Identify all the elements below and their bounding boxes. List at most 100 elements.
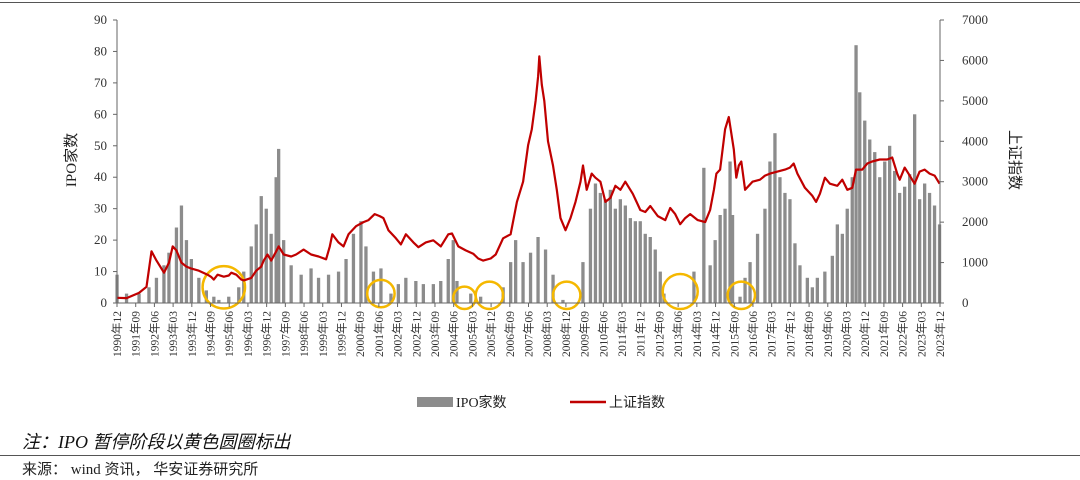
- left-tick-label: 60: [94, 106, 107, 121]
- x-tick-label: 2018年09: [802, 311, 816, 357]
- ipo-bar: [927, 192, 932, 303]
- x-tick-label: 2017年12: [783, 311, 797, 357]
- ipo-bar: [204, 290, 208, 303]
- x-tick-label: 2022年06: [896, 311, 910, 357]
- ipo-bar: [868, 139, 872, 303]
- ipo-bar: [858, 92, 862, 303]
- ipo-bar: [277, 148, 281, 303]
- left-tick-label: 70: [94, 75, 107, 90]
- ipo-bar: [903, 186, 907, 303]
- ipo-bar: [421, 284, 425, 303]
- ipo-bar: [217, 299, 221, 303]
- ipo-bar: [237, 287, 241, 303]
- ipo-bar: [336, 271, 341, 303]
- x-tick-label: 2013年06: [671, 311, 685, 357]
- left-axis-ticks: 0 10 20 30 40 50 60 70 80 90: [94, 12, 117, 310]
- ipo-bar: [184, 240, 189, 303]
- ipo-bar: [174, 227, 179, 303]
- x-tick-label: 2020年03: [840, 311, 854, 357]
- right-axis-title: 上证指数: [1006, 130, 1023, 190]
- chart-source: 来源： wind 资讯， 华安证券研究所: [22, 462, 259, 478]
- ipo-bar: [783, 192, 787, 303]
- ipo-bar: [389, 293, 393, 303]
- legend: IPO家数 上证指数: [417, 394, 665, 411]
- ipo-bar: [299, 274, 303, 303]
- ipo-bar: [628, 218, 632, 303]
- right-tick-label: 4000: [962, 133, 988, 148]
- ipo-bar: [598, 192, 602, 303]
- ipo-bar: [147, 287, 151, 303]
- x-tick-label: 2023年03: [914, 311, 928, 357]
- ipo-bar: [702, 167, 706, 303]
- ipo-bar: [431, 284, 435, 303]
- ipo-bar: [249, 246, 253, 303]
- right-tick-label: 1000: [962, 255, 988, 270]
- ipo-bar: [581, 262, 585, 303]
- x-tick-label: 1995年06: [222, 311, 236, 357]
- ipo-bar: [633, 221, 637, 303]
- source-rule: [0, 455, 1080, 456]
- ipo-bar: [514, 240, 518, 303]
- ipo-bar: [469, 293, 473, 303]
- ipo-bar: [364, 246, 368, 303]
- x-axis-ticks: 1990年12 1991年09 1992年06 1993年03 1993年12 1994年…: [110, 303, 947, 357]
- ipo-bar: [446, 259, 450, 303]
- ipo-bar: [197, 277, 201, 303]
- x-tick-label: 1996年03: [241, 311, 255, 357]
- x-tick-label: 1998年06: [297, 311, 311, 357]
- left-tick-label: 30: [94, 201, 107, 216]
- ipo-bar: [873, 152, 877, 303]
- pause-highlights: [201, 264, 757, 311]
- ipo-bar: [593, 183, 598, 303]
- ipo-bar: [282, 240, 286, 303]
- ipo-bar: [359, 221, 363, 303]
- ipo-bar: [551, 274, 555, 303]
- ipo-bar: [561, 299, 565, 303]
- ipo-bar: [713, 240, 717, 303]
- ipo-bar: [748, 262, 752, 303]
- ipo-bar: [798, 265, 802, 303]
- ipo-bar: [269, 233, 273, 303]
- ipo-bar: [778, 177, 782, 303]
- ipo-bar: [167, 252, 171, 303]
- ipo-bar: [893, 170, 897, 303]
- left-tick-label: 80: [94, 43, 107, 58]
- ipo-bar: [810, 287, 814, 303]
- ipo-bar: [509, 262, 513, 303]
- x-tick-label: 2015年09: [727, 311, 741, 357]
- left-tick-label: 10: [94, 264, 107, 279]
- ipo-bar: [274, 177, 278, 303]
- ipo-bar: [137, 293, 141, 303]
- pause-highlight-circle: [726, 280, 757, 311]
- ipo-bar: [755, 233, 760, 303]
- ipo-bar: [536, 237, 540, 303]
- x-tick-label: 1993年03: [166, 311, 180, 357]
- x-tick-label: 2005年03: [465, 311, 479, 357]
- ipo-bar: [932, 205, 937, 303]
- x-tick-label: 1994年09: [204, 311, 218, 357]
- ipo-bar: [623, 205, 627, 303]
- ipo-bar: [643, 233, 647, 303]
- x-tick-label: 2009年09: [578, 311, 592, 357]
- ipo-bar: [638, 221, 642, 303]
- pause-highlight-circle: [474, 280, 505, 311]
- left-tick-label: 40: [94, 169, 107, 184]
- sse-line: [117, 55, 941, 300]
- ipo-bar: [588, 208, 593, 303]
- left-tick-label: 20: [94, 232, 107, 247]
- ipo-bar: [888, 145, 892, 303]
- ipo-bar: [830, 255, 834, 303]
- ipo-bar: [835, 224, 839, 303]
- ipo-bar: [212, 296, 216, 303]
- ipo-bar: [788, 199, 792, 303]
- ipo-bar: [254, 224, 258, 303]
- ipo-bar: [521, 262, 525, 303]
- ipo-bar: [823, 271, 827, 303]
- ipo-bar: [845, 208, 849, 303]
- x-tick-label: 1997年09: [278, 311, 292, 357]
- left-tick-label: 0: [101, 295, 108, 310]
- x-tick-label: 2002年03: [391, 311, 405, 357]
- ipo-bar: [653, 249, 657, 303]
- ipo-bar: [658, 271, 662, 303]
- ipo-bar: [179, 205, 184, 303]
